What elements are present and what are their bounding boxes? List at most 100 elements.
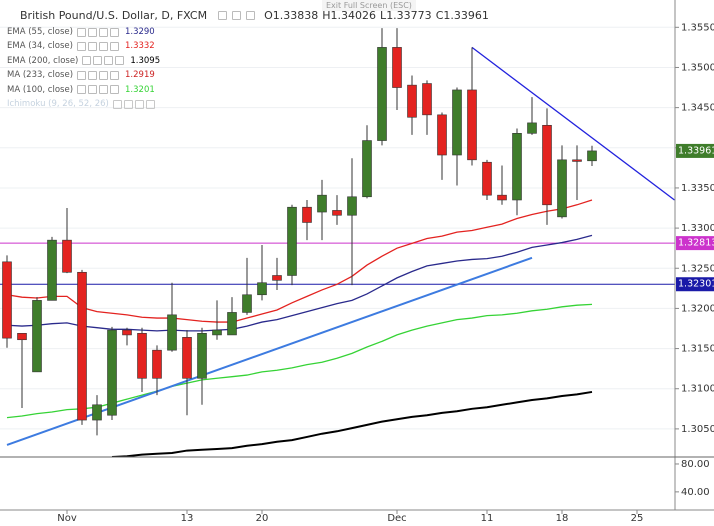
x-tick-label: Nov (57, 513, 77, 524)
y-tick-label: 1.32500 (681, 263, 714, 274)
ohlc-key: C (435, 9, 444, 22)
candle-body (242, 294, 252, 313)
icon[interactable] (145, 99, 155, 109)
candle-body (47, 239, 57, 301)
candle-body (212, 329, 222, 336)
icon[interactable] (109, 27, 119, 37)
candle-body (77, 271, 87, 421)
y-tick-label: 1.33000 (681, 223, 714, 234)
ohlc-value: 1.33961 (443, 9, 489, 22)
candle-body (452, 89, 462, 156)
icon[interactable] (98, 41, 108, 51)
candle-body (107, 329, 117, 416)
x-tick-label: Dec (387, 513, 406, 524)
candle-body (587, 150, 597, 162)
price-label-bg (676, 143, 714, 158)
icon[interactable] (76, 41, 86, 51)
exit-fullscreen[interactable]: Exit Full Screen (ESC) (322, 0, 416, 11)
symbol-title: British Pound/U.S. Dollar, D, FXCM (20, 9, 208, 22)
icon[interactable] (93, 56, 103, 66)
y-tick-label: 1.33500 (681, 183, 714, 194)
legend-value: 1.3290 (124, 27, 155, 37)
icon[interactable] (115, 56, 125, 66)
candle-body (137, 333, 147, 379)
icon[interactable] (232, 11, 242, 20)
candle-body (482, 161, 492, 196)
legend-row: MA (233, close) 1.2919 (7, 70, 155, 80)
icon[interactable] (82, 56, 92, 66)
y-tick-label: 1.31000 (681, 384, 714, 395)
y-tick-label: 80.00 (681, 459, 710, 470)
header: British Pound/U.S. Dollar, D, FXCM O1.33… (6, 9, 493, 22)
candle-body (182, 337, 192, 379)
price-label: 1.33961 (678, 145, 714, 156)
icon[interactable] (110, 85, 120, 95)
legend-row: Ichimoku (9, 26, 52, 26) (7, 99, 157, 109)
icon[interactable] (99, 70, 109, 80)
legend-value: 1.3332 (124, 41, 155, 52)
candle-body (302, 206, 312, 223)
ma-line (111, 390, 593, 457)
candle-body (62, 239, 72, 273)
legend-name: MA (100, close) (7, 84, 74, 95)
icon[interactable] (87, 27, 97, 37)
ma-line (6, 199, 593, 323)
icon[interactable] (77, 85, 87, 95)
y-tick-label: 1.35000 (681, 62, 714, 73)
y-tick-label: 1.31500 (681, 344, 714, 355)
candle-body (572, 159, 582, 162)
candle-body (407, 84, 417, 118)
legend-value: 1.2919 (125, 70, 155, 81)
icon[interactable] (134, 99, 144, 109)
candle-body (92, 404, 102, 421)
icon[interactable] (76, 27, 86, 37)
icon[interactable] (123, 99, 133, 109)
candle-body (332, 210, 342, 216)
legend-name: EMA (55, close) (7, 27, 73, 37)
icon[interactable] (99, 85, 109, 95)
icon[interactable] (104, 56, 114, 66)
ohlc-key: H (322, 9, 331, 22)
icon[interactable] (77, 70, 87, 80)
icon[interactable] (109, 41, 119, 51)
candle-body (437, 114, 447, 156)
icon[interactable] (87, 41, 97, 51)
icon[interactable] (98, 27, 108, 37)
candle-body (467, 89, 477, 161)
candle-body (497, 194, 507, 201)
x-tick-label: 13 (181, 513, 194, 524)
icon[interactable] (88, 70, 98, 80)
icon[interactable] (218, 11, 228, 20)
y-tick-label: 1.32000 (681, 303, 714, 314)
ohlc-key: L (380, 9, 387, 22)
ohlc-value: 1.33773 (386, 9, 432, 22)
candle-body (32, 300, 42, 373)
candle-body (2, 261, 12, 339)
candle-body (227, 312, 237, 336)
icon[interactable] (246, 11, 256, 20)
ohlc-value: 1.34026 (330, 9, 377, 22)
candle-body (167, 314, 177, 351)
legend-name: Ichimoku (9, 26, 52, 26) (7, 99, 109, 109)
price-label-bg (676, 277, 714, 292)
y-tick-label: 40.00 (681, 487, 710, 498)
price-label: 1.32301 (678, 279, 714, 290)
legend-row: EMA (55, close) 1.3290 (7, 27, 155, 37)
candle-body (17, 333, 27, 341)
ohlc-key: O (264, 9, 273, 22)
icon[interactable] (112, 99, 122, 109)
candle-body (512, 133, 522, 201)
y-tick-label: 1.35500 (681, 22, 714, 33)
candle-body (377, 47, 387, 141)
candle-body (362, 140, 372, 198)
plot-area (0, 28, 675, 457)
icon[interactable] (88, 85, 98, 95)
candle-body (422, 83, 432, 116)
legend-row: EMA (34, close) 1.3332 (7, 41, 155, 51)
ohlc: O1.33838 H1.34026 L1.33773 C1.33961 (264, 9, 493, 22)
icon[interactable] (110, 70, 120, 80)
price-label-bg (676, 236, 714, 251)
